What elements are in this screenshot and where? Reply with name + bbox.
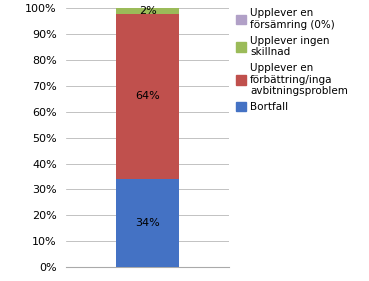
- Bar: [116, 179, 179, 267]
- Text: 2%: 2%: [139, 6, 156, 16]
- Bar: [116, 8, 179, 13]
- Text: 64%: 64%: [135, 91, 160, 101]
- Legend: Upplever en
försämring (0%), Upplever ingen
skillnad, Upplever en
förbättring/in: Upplever en försämring (0%), Upplever in…: [236, 8, 348, 112]
- Bar: [116, 13, 179, 179]
- Text: 34%: 34%: [135, 218, 160, 228]
